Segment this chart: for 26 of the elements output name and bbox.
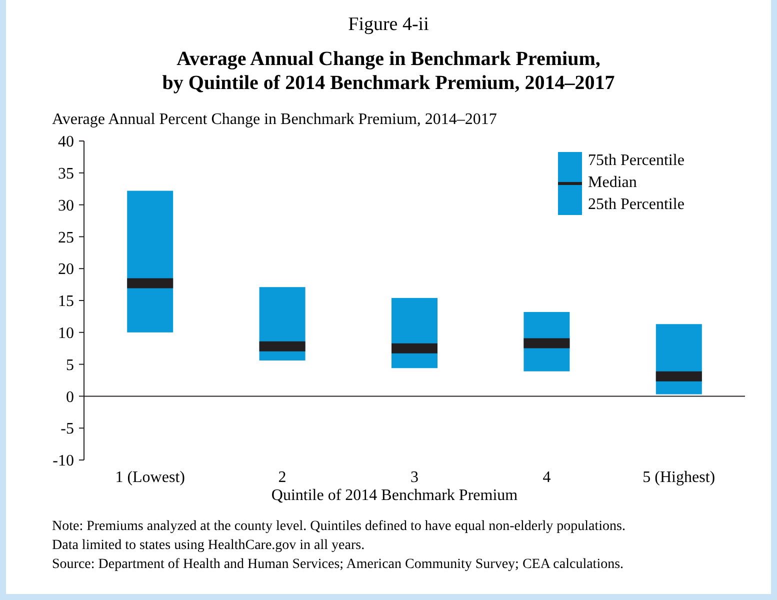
y-tick-label: 30 xyxy=(58,197,74,214)
y-tick-label: 40 xyxy=(58,134,74,151)
x-tick-label: 1 (Lowest) xyxy=(115,469,185,486)
y-axis-title: Average Annual Percent Change in Benchmark Premium, 2014–2017 xyxy=(52,111,497,128)
x-axis-title: Quintile of 2014 Benchmark Premium xyxy=(271,487,518,504)
text: Data limited to states using HealthCare.gov in all years. xyxy=(52,538,365,553)
y-tick-label: 0 xyxy=(66,388,74,406)
x-tick-label: 5 (Highest) xyxy=(642,469,716,486)
chart-title: Figure 4-ii xyxy=(348,14,429,35)
annotation: Median xyxy=(588,174,637,191)
y-tick-label: 15 xyxy=(58,293,74,310)
y-tick-label: 5 xyxy=(66,356,74,374)
x-tick-label: 3 xyxy=(410,469,418,486)
y-tick-label: 25 xyxy=(58,229,74,246)
annotation: 25th Percentile xyxy=(588,196,684,213)
text: Note: Premiums analyzed at the county level. Quintiles defined to have equal non-elderly populations. xyxy=(52,519,626,534)
y-tick-label: 10 xyxy=(58,325,74,342)
y-tick-label: -5 xyxy=(60,420,74,438)
source-note: Source: Department of Health and Human Services; American Community Survey; CEA calculations. xyxy=(52,557,624,572)
x-tick-label: 2 xyxy=(278,469,286,486)
y-tick-label: 20 xyxy=(58,261,74,278)
annotation: 75th Percentile xyxy=(588,152,684,169)
y-tick-label: -10 xyxy=(52,452,74,470)
y-tick-label: 35 xyxy=(58,166,74,182)
chart-subtitle: Average Annual Change in Benchmark Premium, by Quintile of 2014 Benchmark Premium, 2014–2017 xyxy=(162,48,615,94)
x-tick-label: 4 xyxy=(542,469,551,486)
